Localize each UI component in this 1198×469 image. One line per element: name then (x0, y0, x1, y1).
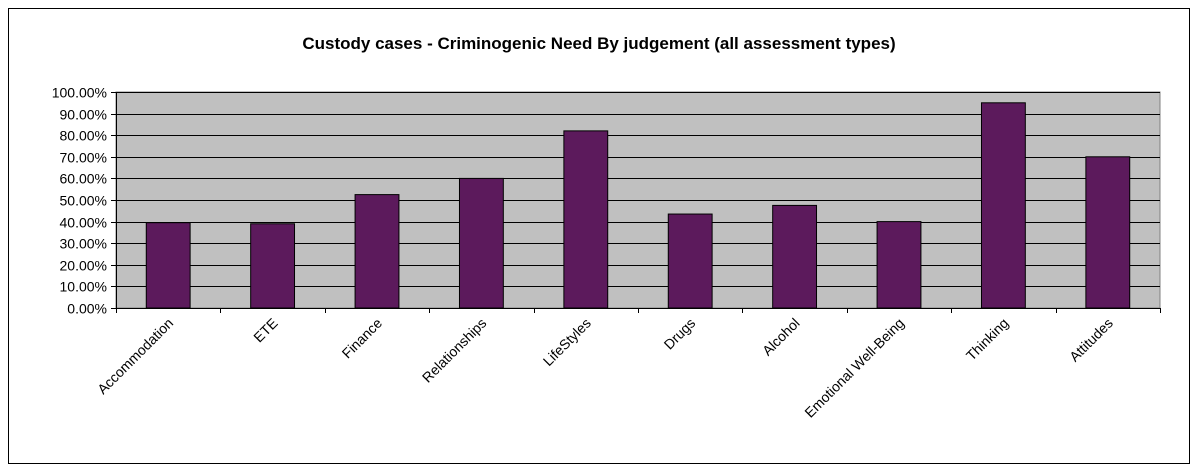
y-tick-label: 0.00% (67, 301, 107, 317)
bar (563, 130, 609, 309)
y-axis-tick-labels: 0.00% 10.00% 20.00% 30.00% 40.00% 50.00% 60.00… (52, 85, 107, 317)
y-tick-label: 50.00% (60, 193, 107, 209)
y-tick-label: 100.00% (52, 85, 107, 101)
y-tick-label: 60.00% (60, 171, 107, 187)
y-tick-label: 30.00% (60, 236, 107, 252)
bar (980, 102, 1026, 309)
y-tick-label: 80.00% (60, 128, 107, 144)
y-tick-label: 90.00% (60, 107, 107, 123)
bar (458, 177, 504, 309)
bar (354, 194, 400, 309)
bar (145, 222, 191, 309)
chart-title: Custody cases - Criminogenic Need By jud… (302, 34, 895, 53)
y-tick-label: 10.00% (60, 279, 107, 295)
axes (111, 92, 1161, 313)
y-tick-label: 20.00% (60, 258, 107, 274)
y-tick-label: 70.00% (60, 150, 107, 166)
bar (667, 213, 713, 309)
bar (772, 204, 818, 309)
y-tick-label: 40.00% (60, 215, 107, 231)
bar (876, 221, 922, 309)
bar (250, 223, 296, 309)
bar (1085, 156, 1131, 309)
